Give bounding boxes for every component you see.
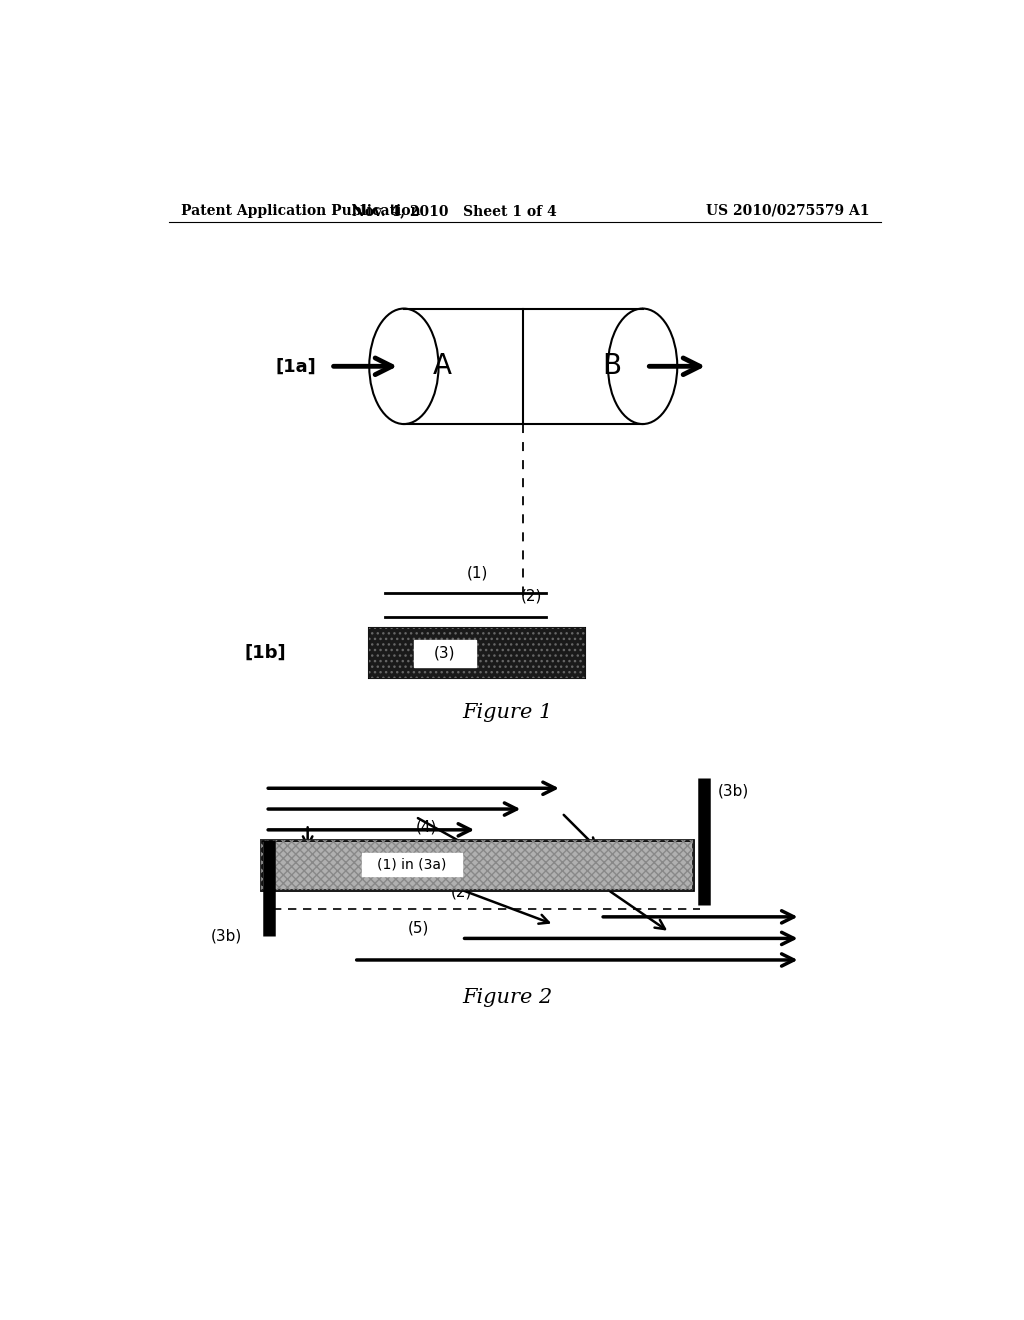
Ellipse shape xyxy=(608,309,677,424)
Bar xyxy=(414,640,475,667)
Text: Nov. 4, 2010   Sheet 1 of 4: Nov. 4, 2010 Sheet 1 of 4 xyxy=(351,203,556,218)
Bar xyxy=(370,628,585,678)
Bar xyxy=(403,309,643,424)
Text: A: A xyxy=(433,352,452,380)
Ellipse shape xyxy=(370,309,438,424)
Bar xyxy=(261,840,692,890)
Text: (1) in (3a): (1) in (3a) xyxy=(377,858,446,871)
Text: (3b): (3b) xyxy=(211,928,243,944)
Bar xyxy=(261,840,692,890)
Text: (3b): (3b) xyxy=(718,784,750,799)
Text: (3): (3) xyxy=(434,645,456,660)
Text: B: B xyxy=(602,352,622,380)
Bar xyxy=(361,853,462,876)
Text: (4): (4) xyxy=(416,818,437,834)
Text: (5): (5) xyxy=(408,921,429,936)
Text: [1a]: [1a] xyxy=(275,358,316,375)
Text: Patent Application Publication: Patent Application Publication xyxy=(180,203,420,218)
Text: (1): (1) xyxy=(466,565,487,581)
Bar xyxy=(370,628,585,678)
Text: Figure 2: Figure 2 xyxy=(463,989,553,1007)
Text: (2): (2) xyxy=(451,884,472,900)
Text: Figure 1: Figure 1 xyxy=(463,704,553,722)
Text: US 2010/0275579 A1: US 2010/0275579 A1 xyxy=(707,203,869,218)
Text: [1b]: [1b] xyxy=(245,644,286,661)
Text: (2): (2) xyxy=(520,589,542,603)
Bar xyxy=(643,305,681,428)
